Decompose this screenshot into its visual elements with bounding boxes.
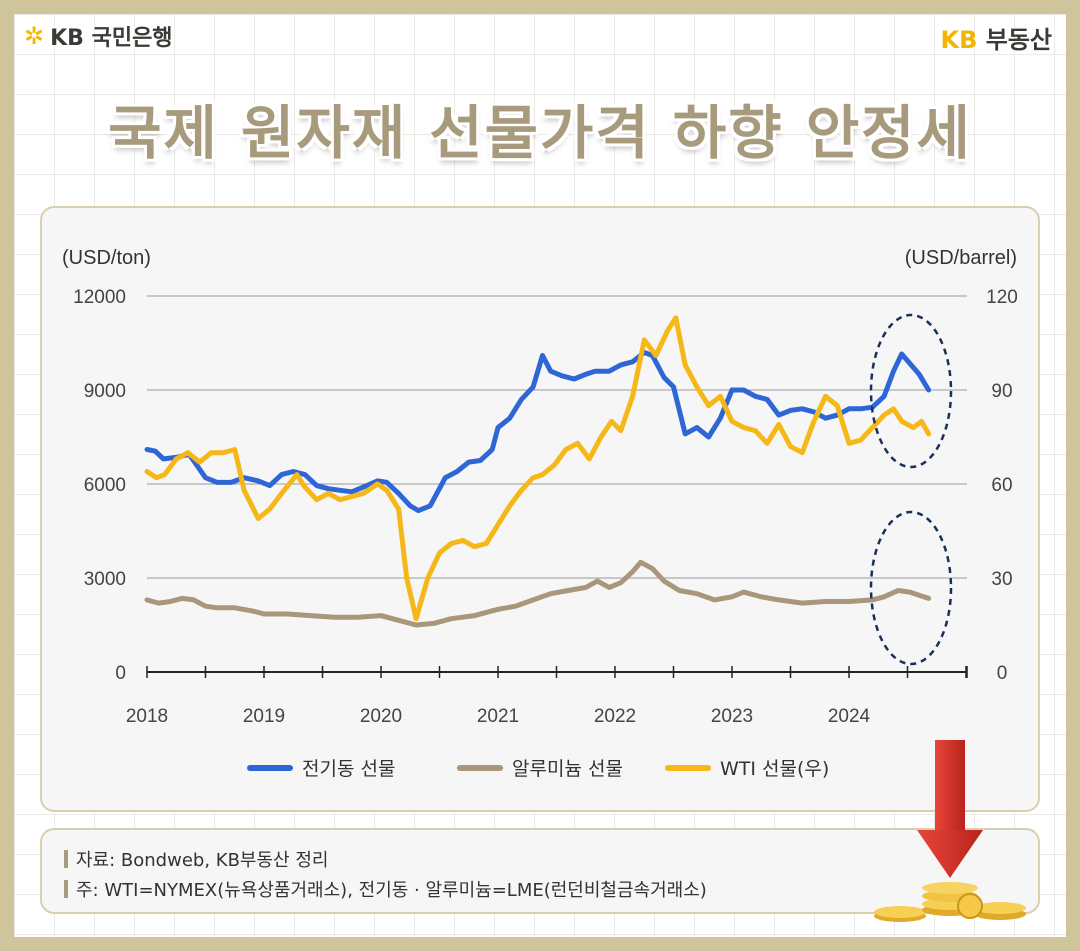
y-tick-right: 60 [991,475,1012,496]
series-line-copper [144,349,932,514]
x-tick-label: 2024 [828,706,871,727]
y-tick-left: 12000 [73,287,126,308]
kb-star-icon: ✲ [24,22,45,50]
source-notes-card: 자료: Bondweb, KB부동산 정리 주: WTI=NYMEX(뉴욕상품거… [40,828,1040,914]
y-axis-right-title: (USD/barrel) [905,247,1017,269]
highlight-ellipse-top [869,313,953,469]
legend-label: WTI 선물(우) [720,758,829,780]
series-line-aluminum [144,559,932,628]
note-bar-icon [64,850,68,868]
y-tick-right: 30 [991,569,1012,590]
y-tick-right: 90 [991,381,1012,402]
x-tick-label: 2023 [711,706,753,727]
y-tick-left: 6000 [84,475,126,496]
brand-right-text: 부동산 [985,26,1052,54]
x-tick-label: 2019 [243,706,285,727]
footnote: 주: WTI=NYMEX(뉴욕상품거래소), 전기동 · 알루미늄=LME(런던… [64,876,707,902]
legend-label: 알루미늄 선물 [512,758,623,780]
down-arrow-icon [917,740,983,878]
chart-card: (USD/ton) (USD/barrel) 0 3000 6000 9000 12000 0… [40,206,1040,812]
brand-right-kb: KB [940,26,978,54]
y-axis-left-title: (USD/ton) [62,247,151,269]
x-tick-label: 2020 [360,706,402,727]
kb-kookmin-bank-logo: ✲ KB 국민은행 [24,20,173,52]
note-bar-icon [64,880,68,898]
y-tick-right: 120 [986,287,1018,308]
series-line-wti [144,315,932,622]
source-note: 자료: Bondweb, KB부동산 정리 [64,846,328,872]
coins-icon [874,882,1026,922]
x-tick-label: 2018 [126,706,168,727]
y-tick-left: 9000 [84,381,126,402]
page-title: 국제 원자재 선물가격 하향 안정세 [108,99,972,167]
highlight-ellipse-bottom [869,510,953,666]
legend-label: 전기동 선물 [302,758,395,780]
source-text: 자료: Bondweb, KB부동산 정리 [76,850,329,871]
y-tick-left: 3000 [84,569,126,590]
kb-real-estate-logo: KB 부동산 [941,20,1053,55]
y-tick-left: 0 [115,663,126,684]
footnote-text: 주: WTI=NYMEX(뉴욕상품거래소), 전기동 · 알루미늄=LME(런던… [76,880,707,901]
line-chart: (USD/ton) (USD/barrel) 0 3000 6000 9000 12000 0… [62,247,1018,780]
x-tick-label: 2022 [594,706,636,727]
x-tick-label: 2021 [477,706,519,727]
brand-left-text: KB 국민은행 [50,26,173,51]
y-tick-right: 0 [997,663,1008,684]
